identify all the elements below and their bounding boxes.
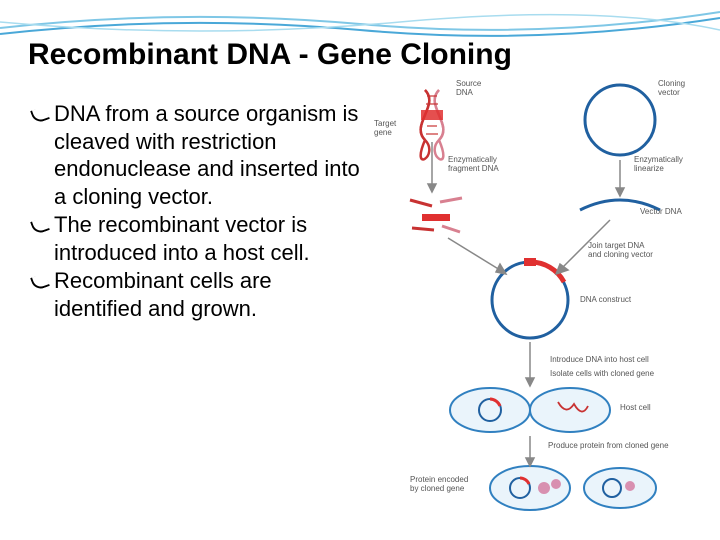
label-protein: Protein encoded by cloned gene [410, 476, 468, 494]
label-produce: Produce protein from cloned gene [548, 442, 669, 451]
label-target-gene: Target gene [374, 120, 396, 138]
label-enz-lin: Enzymatically linearize [634, 156, 683, 174]
bullet-item: The recombinant vector is introduced int… [32, 211, 362, 266]
label-source-dna: Source DNA [456, 80, 481, 98]
label-isolate: Isolate cells with cloned gene [550, 370, 654, 379]
label-cloning-vector: Cloning vector [658, 80, 685, 98]
host-cell-icon [450, 388, 610, 432]
bullet-item: DNA from a source organism is cleaved wi… [32, 100, 362, 210]
bullet-list: DNA from a source organism is cleaved wi… [32, 100, 362, 323]
dna-fragments-icon [410, 198, 462, 232]
bullet-item: Recombinant cells are identified and gro… [32, 267, 362, 322]
label-enz-frag: Enzymatically fragment DNA [448, 156, 499, 174]
label-host-cell: Host cell [620, 404, 651, 413]
cloning-diagram: Source DNA Cloning vector Target gene En… [370, 80, 710, 520]
slide-title: Recombinant DNA - Gene Cloning [28, 38, 512, 72]
label-join: Join target DNA and cloning vector [588, 242, 653, 260]
protein-cell-icon [490, 466, 656, 510]
label-introduce: Introduce DNA into host cell [550, 356, 649, 365]
label-construct: DNA construct [580, 296, 631, 305]
label-vector-dna: Vector DNA [640, 208, 682, 217]
cloning-vector-icon [585, 85, 655, 155]
